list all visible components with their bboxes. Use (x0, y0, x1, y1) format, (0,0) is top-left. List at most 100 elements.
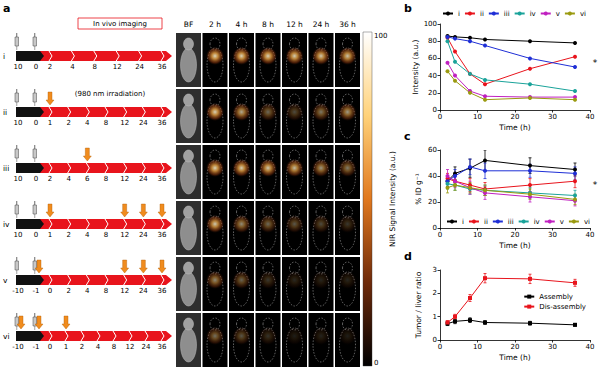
svg-text:2: 2 (66, 231, 70, 239)
svg-text:*: * (593, 58, 598, 68)
svg-text:vi: vi (584, 218, 590, 226)
svg-text:10: 10 (14, 231, 23, 239)
svg-text:-10: -10 (12, 287, 23, 295)
svg-text:36: 36 (158, 343, 167, 351)
svg-text:0: 0 (34, 63, 38, 71)
svg-text:Time (h): Time (h) (498, 123, 530, 132)
svg-text:0: 0 (34, 231, 38, 239)
svg-text:24: 24 (139, 287, 148, 295)
svg-text:iii: iii (3, 164, 9, 173)
svg-text:12 h: 12 h (286, 20, 303, 29)
svg-text:v: v (556, 10, 560, 18)
svg-text:10: 10 (14, 63, 23, 71)
svg-text:12: 12 (113, 63, 122, 71)
svg-text:0: 0 (438, 343, 442, 351)
svg-text:-1: -1 (33, 287, 40, 295)
svg-text:8: 8 (112, 343, 116, 351)
svg-text:1: 1 (64, 343, 68, 351)
svg-text:1: 1 (433, 313, 437, 321)
svg-text:30: 30 (548, 231, 557, 239)
svg-text:10: 10 (473, 231, 482, 239)
svg-text:vi: vi (3, 332, 10, 341)
svg-text:20: 20 (428, 198, 437, 206)
svg-text:10: 10 (14, 175, 23, 183)
svg-text:2: 2 (66, 287, 70, 295)
svg-text:0: 0 (48, 287, 52, 295)
svg-text:12: 12 (126, 343, 135, 351)
svg-text:iii: iii (504, 10, 510, 18)
svg-text:2 h: 2 h (209, 20, 221, 29)
svg-text:v: v (560, 218, 564, 226)
svg-text:8: 8 (104, 119, 108, 127)
svg-text:ii: ii (3, 108, 7, 117)
svg-text:24: 24 (139, 119, 148, 127)
svg-text:Dis-assembly: Dis-assembly (539, 303, 586, 311)
svg-text:12: 12 (120, 119, 129, 127)
svg-text:4 h: 4 h (236, 20, 248, 29)
svg-text:40: 40 (586, 231, 595, 239)
svg-text:NIR Signal Intensity (a.u.): NIR Signal Intensity (a.u.) (388, 151, 397, 247)
svg-text:20: 20 (511, 113, 520, 121)
svg-text:10: 10 (473, 343, 482, 351)
svg-text:4: 4 (85, 119, 90, 127)
svg-text:36: 36 (158, 63, 167, 71)
svg-text:10: 10 (473, 113, 482, 121)
svg-text:Time (h): Time (h) (498, 353, 530, 362)
svg-text:4: 4 (85, 231, 90, 239)
svg-text:1: 1 (48, 231, 52, 239)
svg-text:8: 8 (104, 175, 108, 183)
svg-text:8 h: 8 h (262, 20, 274, 29)
svg-text:0: 0 (438, 231, 442, 239)
svg-text:2: 2 (66, 119, 70, 127)
svg-text:0: 0 (433, 106, 437, 114)
svg-text:2: 2 (80, 343, 84, 351)
svg-text:40: 40 (586, 113, 595, 121)
svg-text:i: i (458, 10, 460, 18)
svg-text:0: 0 (433, 224, 437, 232)
svg-text:Intensity (a.u.): Intensity (a.u.) (411, 39, 420, 94)
svg-text:36: 36 (158, 119, 167, 127)
svg-text:8: 8 (104, 231, 108, 239)
svg-text:40: 40 (428, 172, 437, 180)
svg-text:2: 2 (48, 63, 52, 71)
svg-text:-10: -10 (12, 343, 23, 351)
svg-text:2: 2 (48, 175, 52, 183)
svg-text:80: 80 (428, 37, 437, 45)
svg-text:0: 0 (34, 119, 38, 127)
svg-text:8: 8 (93, 63, 97, 71)
svg-text:36: 36 (158, 287, 167, 295)
svg-text:6: 6 (85, 175, 90, 183)
svg-text:4: 4 (96, 343, 101, 351)
svg-text:i: i (3, 52, 5, 61)
svg-text:8: 8 (104, 287, 108, 295)
svg-text:0: 0 (34, 175, 38, 183)
svg-text:20: 20 (511, 231, 520, 239)
svg-text:c: c (404, 130, 411, 143)
svg-text:20: 20 (428, 89, 437, 97)
svg-text:Tumor / liver ratio: Tumor / liver ratio (414, 271, 423, 339)
svg-text:36 h: 36 h (339, 20, 356, 29)
svg-text:i: i (462, 218, 464, 226)
svg-text:36: 36 (158, 175, 167, 183)
svg-text:30: 30 (548, 113, 557, 121)
svg-text:BF: BF (184, 20, 193, 29)
svg-text:In vivo imaging: In vivo imaging (93, 20, 147, 28)
svg-text:3: 3 (433, 266, 437, 274)
svg-text:iv: iv (530, 10, 536, 18)
svg-text:2: 2 (433, 289, 437, 297)
svg-text:0: 0 (433, 336, 437, 344)
svg-text:0: 0 (438, 113, 442, 121)
svg-text:iv: iv (3, 220, 10, 229)
svg-text:d: d (404, 250, 412, 263)
svg-text:100: 100 (374, 32, 387, 40)
svg-text:% ID g⁻¹: % ID g⁻¹ (414, 173, 423, 205)
svg-text:0: 0 (48, 343, 52, 351)
svg-text:30: 30 (548, 343, 557, 351)
svg-text:10: 10 (14, 119, 23, 127)
svg-text:4: 4 (66, 175, 71, 183)
svg-text:12: 12 (120, 287, 129, 295)
svg-text:24: 24 (139, 175, 148, 183)
svg-text:40: 40 (586, 343, 595, 351)
svg-text:12: 12 (120, 231, 129, 239)
svg-text:24: 24 (135, 63, 144, 71)
